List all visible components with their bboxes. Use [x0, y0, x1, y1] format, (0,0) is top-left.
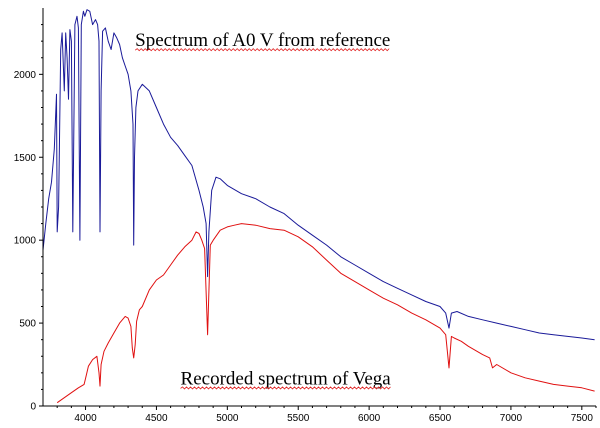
y-tick-label: 0 — [30, 402, 36, 413]
x-tick-label: 4000 — [74, 413, 97, 424]
y-axis-ticks: 0 500 1000 1500 2000 — [14, 24, 43, 413]
vega-annotation: Recorded spectrum of Vega — [181, 368, 392, 389]
reference-spectrum-line — [42, 9, 595, 341]
y-tick-label: 500 — [19, 319, 36, 330]
y-tick-label: 1500 — [14, 153, 37, 164]
x-tick-label: 7500 — [571, 413, 594, 424]
x-axis-ticks: 4000 4500 5000 5500 6000 6500 7000 7500 — [56, 406, 597, 424]
reference-annotation: Spectrum of A0 V from reference — [135, 30, 390, 51]
x-tick-label: 6500 — [429, 413, 452, 424]
annotation-layer: Spectrum of A0 V from reference Recorded … — [134, 30, 392, 390]
x-tick-label: 7000 — [500, 413, 523, 424]
y-tick-label: 1000 — [14, 236, 37, 247]
x-tick-label: 5500 — [287, 413, 310, 424]
spellcheck-underline — [134, 48, 390, 52]
x-tick-label: 6000 — [358, 413, 381, 424]
series-layer — [42, 9, 595, 404]
x-tick-label: 4500 — [145, 413, 168, 424]
x-tick-label: 5000 — [216, 413, 239, 424]
vega-spectrum-line — [56, 223, 595, 404]
spellcheck-underline — [180, 386, 391, 390]
y-tick-label: 2000 — [14, 70, 37, 81]
